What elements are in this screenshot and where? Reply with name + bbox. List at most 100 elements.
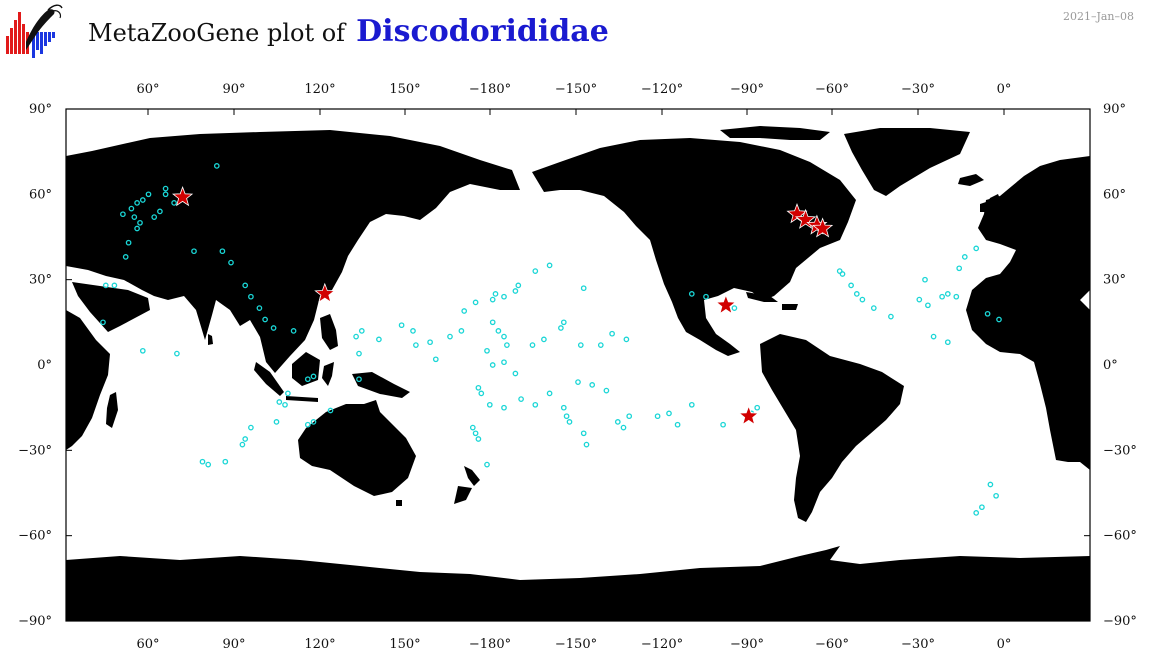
greenland bbox=[844, 128, 970, 196]
lon-tick-label-bottom: 0° bbox=[997, 637, 1012, 652]
record-circle-marker bbox=[925, 302, 931, 309]
lon-tick-label-bottom: −180° bbox=[469, 637, 511, 652]
lon-tick-label-bottom: −90° bbox=[730, 637, 764, 652]
map-tick-labels: 60° 60° 90° 90° 120° 120° 150° 150° −180° −180° −1… bbox=[18, 82, 1137, 652]
record-circle-marker bbox=[930, 333, 937, 340]
lon-tick-label-bottom: −150° bbox=[555, 637, 597, 652]
record-circle-marker bbox=[703, 293, 709, 300]
record-circle-marker bbox=[475, 384, 482, 391]
record-circle-marker bbox=[102, 282, 109, 289]
record-circle-marker bbox=[688, 291, 695, 297]
java bbox=[286, 396, 318, 402]
record-circle-marker bbox=[529, 342, 536, 348]
borneo bbox=[292, 352, 320, 386]
record-circle-marker bbox=[541, 336, 547, 343]
record-circle-marker bbox=[853, 291, 860, 297]
europe-africa-east bbox=[966, 156, 1090, 470]
lat-tick-label-left: 0° bbox=[37, 358, 52, 373]
lon-tick-label-bottom: 90° bbox=[222, 637, 245, 652]
eurasia bbox=[66, 130, 520, 373]
japan bbox=[318, 218, 346, 258]
record-circle-marker bbox=[273, 419, 280, 425]
record-circle-marker bbox=[111, 282, 118, 289]
map-ticks bbox=[66, 108, 1090, 622]
record-circle-marker bbox=[356, 350, 362, 357]
record-circle-marker bbox=[398, 322, 405, 329]
lat-tick-label-right: −30° bbox=[1103, 443, 1137, 458]
record-circle-marker bbox=[432, 356, 439, 363]
record-circle-marker bbox=[358, 328, 365, 334]
record-circle-marker bbox=[145, 191, 152, 198]
lat-tick-label-right: 30° bbox=[1103, 273, 1126, 288]
record-circle-marker bbox=[100, 319, 106, 326]
record-circle-marker bbox=[515, 282, 522, 289]
record-circle-marker bbox=[134, 225, 140, 232]
lat-tick-label-right: 90° bbox=[1103, 102, 1126, 117]
record-circle-marker bbox=[620, 424, 627, 431]
record-circle-marker bbox=[839, 271, 846, 277]
lat-tick-label-left: −90° bbox=[18, 614, 52, 629]
lat-tick-label-right: −90° bbox=[1103, 614, 1137, 629]
sri-lanka bbox=[208, 334, 213, 345]
antarctica bbox=[66, 546, 1090, 621]
madagascar bbox=[106, 392, 118, 428]
record-circle-marker bbox=[848, 282, 854, 289]
ireland bbox=[980, 202, 986, 212]
record-circle-marker bbox=[413, 342, 419, 348]
record-circle-marker bbox=[304, 376, 311, 383]
cuba bbox=[746, 292, 778, 302]
record-circle-marker bbox=[546, 262, 553, 269]
lon-tick-label-top: 90° bbox=[222, 82, 245, 97]
record-circle-marker bbox=[282, 401, 288, 408]
record-circle-marker bbox=[501, 333, 507, 340]
japan-north bbox=[345, 204, 354, 216]
record-circle-marker bbox=[888, 313, 894, 320]
record-circle-marker bbox=[666, 410, 672, 417]
record-circle-marker bbox=[501, 359, 507, 366]
record-circle-marker bbox=[731, 305, 738, 311]
record-circle-marker bbox=[603, 387, 610, 394]
south-america bbox=[760, 334, 904, 522]
record-circle-marker bbox=[836, 268, 843, 274]
record-circle-marker bbox=[310, 419, 317, 425]
lon-tick-label-top: −120° bbox=[641, 82, 683, 97]
record-star-marker bbox=[812, 217, 834, 238]
record-circle-marker bbox=[139, 197, 146, 203]
plot-date: 2021–Jan–08 bbox=[1062, 10, 1134, 23]
lon-tick-label-bottom: 120° bbox=[304, 637, 335, 652]
record-circle-marker bbox=[489, 319, 496, 326]
record-circle-marker bbox=[222, 458, 229, 465]
kamchatka bbox=[410, 178, 432, 214]
record-circle-marker bbox=[560, 404, 567, 411]
lon-tick-label-top: −90° bbox=[730, 82, 764, 97]
record-circle-marker bbox=[458, 328, 465, 334]
record-circle-marker bbox=[546, 390, 553, 397]
record-star-marker bbox=[172, 186, 194, 207]
record-circle-marker bbox=[219, 248, 226, 255]
record-circle-marker bbox=[495, 328, 502, 334]
title-prefix: MetaZooGene plot of bbox=[88, 19, 346, 47]
record-circle-marker bbox=[475, 436, 482, 442]
record-circle-marker bbox=[492, 291, 499, 297]
record-circle-marker bbox=[472, 299, 479, 306]
record-circle-marker bbox=[560, 319, 567, 326]
record-circle-marker bbox=[486, 401, 493, 408]
record-circle-marker bbox=[518, 396, 524, 402]
africa bbox=[66, 310, 110, 450]
lon-tick-label-top: 0° bbox=[997, 82, 1012, 97]
record-circle-marker bbox=[447, 333, 453, 340]
record-circle-marker bbox=[987, 481, 994, 488]
record-circle-marker bbox=[262, 316, 268, 323]
record-circle-marker bbox=[310, 373, 317, 380]
record-circle-marker bbox=[276, 399, 283, 405]
australia bbox=[298, 400, 416, 496]
record-circle-marker bbox=[256, 305, 263, 311]
record-circle-marker bbox=[120, 211, 126, 218]
record-circle-marker bbox=[589, 382, 596, 388]
record-circle-marker bbox=[501, 404, 507, 411]
record-circle-marker bbox=[956, 265, 963, 272]
record-circle-marker bbox=[859, 296, 866, 303]
record-circle-marker bbox=[532, 401, 539, 408]
lat-tick-label-right: 0° bbox=[1103, 358, 1118, 373]
record-circle-marker bbox=[944, 291, 951, 297]
